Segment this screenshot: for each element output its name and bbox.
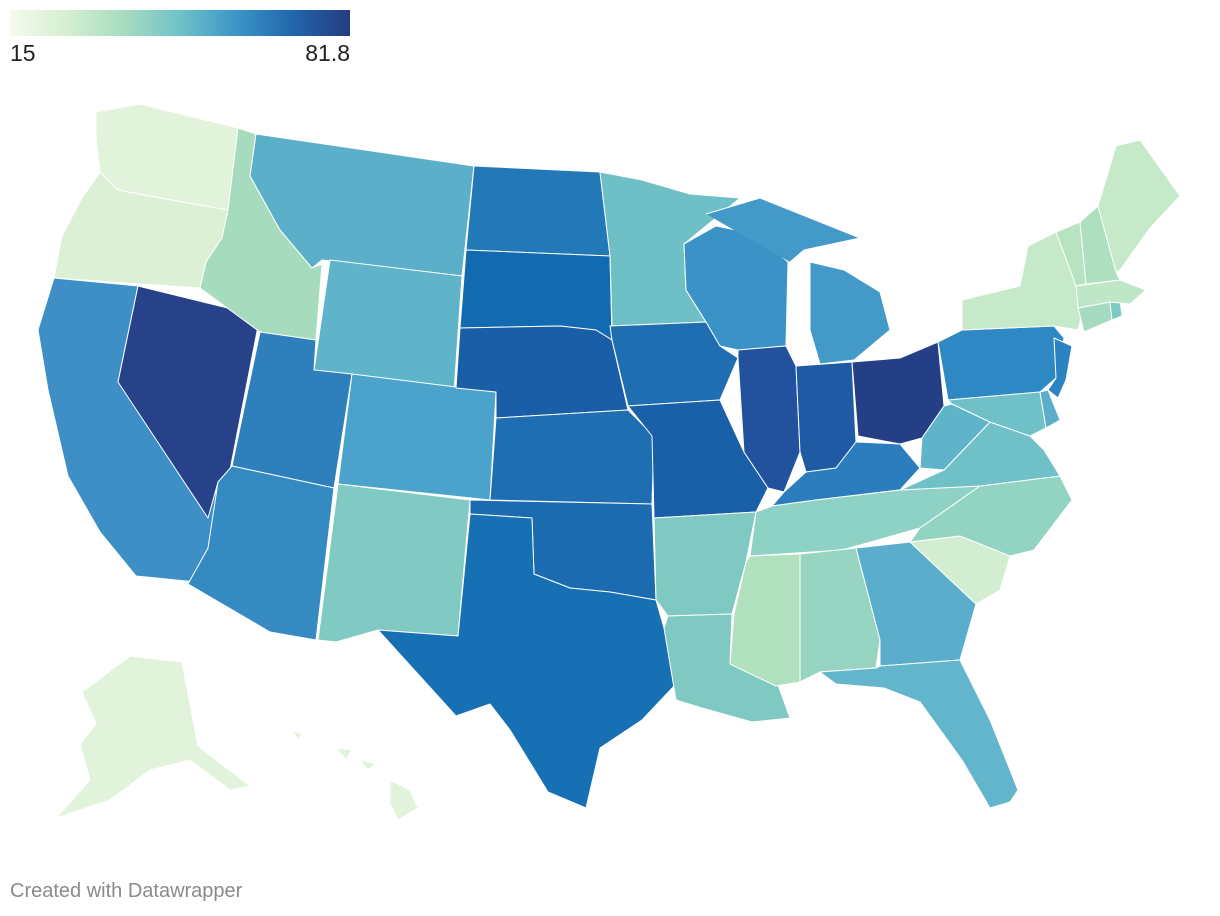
credit-text: Created with Datawrapper [10,880,243,902]
state-ME[interactable] [1097,139,1181,273]
state-KS[interactable] [489,409,655,505]
legend-min-label: 15 [10,40,36,66]
state-FL[interactable] [819,659,1019,809]
state-AZ[interactable] [187,465,335,641]
state-DE[interactable] [1039,389,1061,429]
state-LA[interactable] [663,613,791,723]
state-ND[interactable] [465,165,611,257]
state-NJ[interactable] [1047,337,1073,399]
state-TX[interactable] [377,513,677,809]
legend-gradient-bar [10,10,350,36]
legend-max-label: 81.8 [305,40,350,66]
state-MI[interactable] [705,197,891,365]
state-NH[interactable] [1079,205,1121,285]
state-AK[interactable] [55,655,251,819]
state-NM[interactable] [317,483,471,643]
color-legend: 15 81.8 [10,10,350,66]
state-CO[interactable] [337,373,497,501]
state-MO[interactable] [627,399,769,519]
state-HI[interactable] [291,729,419,821]
state-PA[interactable] [937,325,1065,401]
